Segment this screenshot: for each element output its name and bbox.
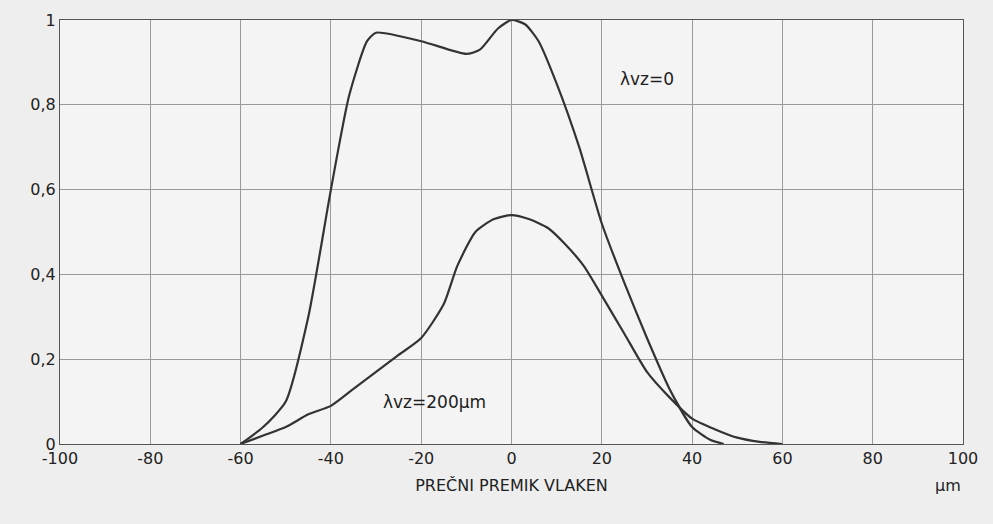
svg-text:μm: μm — [935, 476, 961, 495]
svg-text:λvz=0: λvz=0 — [620, 69, 674, 89]
svg-text:0: 0 — [46, 435, 56, 454]
svg-text:-20: -20 — [408, 449, 434, 468]
svg-text:PREČNI PREMIK VLAKEN: PREČNI PREMIK VLAKEN — [415, 476, 608, 495]
svg-text:0,8: 0,8 — [30, 95, 55, 114]
svg-text:0,4: 0,4 — [30, 265, 55, 284]
svg-text:0,6: 0,6 — [30, 180, 55, 199]
svg-text:1: 1 — [46, 11, 56, 30]
svg-text:-60: -60 — [228, 449, 254, 468]
svg-text:80: 80 — [863, 449, 883, 468]
svg-text:0: 0 — [506, 449, 516, 468]
svg-text:100: 100 — [948, 449, 979, 468]
svg-text:-100: -100 — [42, 449, 78, 468]
svg-text:λvz=200μm: λvz=200μm — [383, 392, 486, 412]
svg-text:60: 60 — [772, 449, 792, 468]
svg-text:-80: -80 — [137, 449, 163, 468]
svg-text:-40: -40 — [318, 449, 344, 468]
svg-text:40: 40 — [682, 449, 702, 468]
svg-text:20: 20 — [592, 449, 612, 468]
svg-text:0,2: 0,2 — [30, 350, 55, 369]
